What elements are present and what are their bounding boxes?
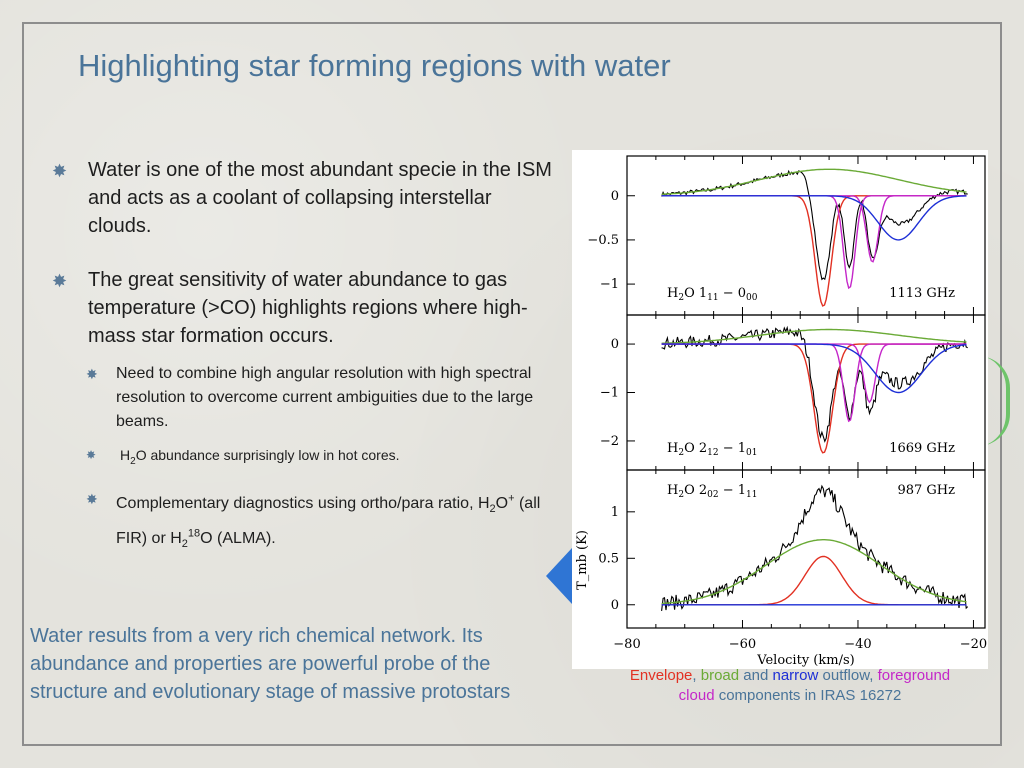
- arrow-left-icon: [546, 548, 572, 604]
- component-curve: [661, 195, 967, 241]
- sub-sub-bullet-1-text: H2O abundance surprisingly low in hot co…: [120, 447, 400, 467]
- bullet-list: ✸ Water is one of the most abundant spec…: [52, 156, 552, 566]
- sub-sub-bullet-1: ✸ H2O abundance surprisingly low in hot …: [86, 444, 552, 473]
- y-tick-label: −1: [600, 277, 619, 292]
- component-curve: [661, 168, 967, 195]
- frequency-label: 1113 GHz: [889, 286, 955, 301]
- caption-narrow: narrow: [772, 667, 819, 684]
- caption-broad: broad: [700, 667, 740, 684]
- x-axis-label: Velocity (km/s): [756, 653, 854, 668]
- y-tick-label: 0: [611, 337, 619, 352]
- bullet-2: ✸ The great sensitivity of water abundan…: [52, 266, 552, 350]
- spectra-chart: 0 −0.5 −1 H2O 111 − 000 1113 GHz 0 −1 −2 H2O 212…: [575, 155, 987, 668]
- y-tick-label: −1: [600, 386, 619, 401]
- y-tick-label: 1: [611, 505, 619, 520]
- observed-spectrum-line: [661, 484, 969, 611]
- summary-text: Water results from a very rich chemical …: [30, 625, 511, 703]
- caption-foreground: foreground cloud: [678, 667, 951, 704]
- x-tick-label: −40: [844, 637, 871, 652]
- y-tick-label: 0: [611, 189, 619, 204]
- bullet-icon: ✸: [86, 448, 97, 462]
- bullet-icon: ✸: [86, 366, 98, 382]
- x-tick-label: −80: [613, 637, 640, 652]
- sub-bullet-1: ✸ Need to combine high angular resolutio…: [86, 362, 552, 434]
- component-curve: [661, 328, 967, 344]
- x-tick-label: −60: [729, 637, 756, 652]
- y-tick-label: −2: [600, 434, 619, 449]
- y-tick-label: −0.5: [587, 233, 619, 248]
- observed-spectrum-line: [661, 169, 968, 281]
- line-label: H2O 202 − 111: [667, 483, 757, 500]
- component-curve: [661, 539, 967, 605]
- sub-bullet-1-text: Need to combine high angular resolution …: [116, 365, 534, 430]
- x-tick-label: −20: [960, 637, 987, 652]
- y-axis-label: T_mb (K): [575, 530, 590, 590]
- figure-caption: Envelope, broad and narrow outflow, fore…: [629, 667, 951, 704]
- component-curve: [661, 555, 967, 606]
- arc-decoration: [978, 356, 1010, 446]
- bullet-1: ✸ Water is one of the most abundant spec…: [52, 156, 552, 240]
- frequency-label: 1669 GHz: [889, 441, 955, 456]
- bullet-icon: ✸: [52, 161, 68, 181]
- panel-frame: [626, 469, 986, 629]
- frequency-label: 987 GHz: [897, 483, 955, 498]
- caption-envelope: Envelope: [629, 667, 693, 684]
- bullet-1-text: Water is one of the most abundant specie…: [88, 159, 552, 237]
- sub-bullet-2: ✸ Complementary diagnostics using ortho/…: [86, 487, 552, 556]
- bullet-icon: ✸: [52, 271, 68, 291]
- sub-bullet-2-text: Complementary diagnostics using ortho/pa…: [116, 492, 541, 550]
- slide-title: Highlighting star forming regions with w…: [78, 48, 671, 83]
- observed-spectrum-line: [661, 325, 968, 443]
- y-tick-label: 0.5: [598, 551, 619, 566]
- y-tick-label: 0: [611, 598, 619, 613]
- line-label: H2O 111 − 000: [667, 286, 758, 303]
- bullet-2-text: The great sensitivity of water abundance…: [88, 269, 528, 347]
- spectra-figure: 0 −0.5 −1 H2O 111 − 000 1113 GHz 0 −1 −2 H2O 212…: [572, 150, 988, 669]
- bullet-icon: ✸: [86, 490, 98, 507]
- line-label: H2O 212 − 101: [667, 441, 757, 458]
- component-curve: [661, 343, 967, 394]
